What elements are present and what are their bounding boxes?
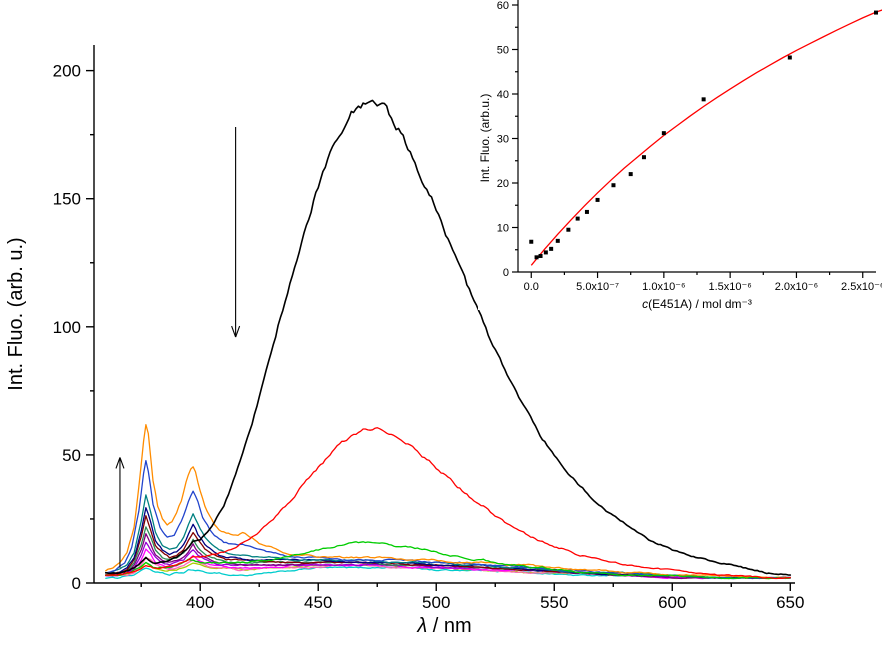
main-x-tick-label: 450 bbox=[304, 593, 332, 612]
inset-tick-labels: 0.0 5.0x10⁻⁷ 1.0x10⁻⁶ 1.5x10⁻⁶ 2.0x10⁻⁶ 2.5x1… bbox=[497, 0, 882, 293]
inset-data-point bbox=[566, 227, 571, 232]
main-y-tick-label: 150 bbox=[53, 190, 81, 209]
inset-plot: 0.0 5.0x10⁻⁷ 1.0x10⁻⁶ 1.5x10⁻⁶ 2.0x10⁻⁶ 2.5x1… bbox=[478, 0, 882, 311]
inset-data-point bbox=[543, 250, 548, 255]
spectrum-black bbox=[105, 99, 792, 576]
main-plot bbox=[105, 99, 792, 580]
inset-y-tick-label: 0 bbox=[503, 267, 509, 279]
inset-axes bbox=[512, 0, 876, 278]
main-x-tick-label: 650 bbox=[776, 593, 804, 612]
inset-data-point bbox=[641, 155, 646, 160]
main-y-tick-label: 50 bbox=[62, 446, 81, 465]
inset-y-tick-label: 50 bbox=[497, 45, 509, 57]
main-y-tick-label: 100 bbox=[53, 318, 81, 337]
inset-x-tick-label: 0.0 bbox=[524, 281, 539, 293]
inset-data-point bbox=[628, 172, 633, 177]
inset-data-point bbox=[661, 131, 666, 136]
inset-x-axis-title: c(E451A) / mol dm⁻³ bbox=[642, 297, 752, 311]
spectrum-seagreen bbox=[105, 526, 791, 580]
inset-background bbox=[478, 0, 882, 310]
main-x-tick-label: 500 bbox=[422, 593, 450, 612]
inset-data-point bbox=[549, 246, 554, 251]
spectrum-green bbox=[105, 541, 791, 580]
inset-y-tick-label: 30 bbox=[497, 134, 509, 146]
inset-x-tick-label: 5.0x10⁻⁷ bbox=[576, 281, 619, 293]
inset-data-point bbox=[575, 216, 580, 221]
inset-y-tick-label: 60 bbox=[497, 0, 509, 12]
inset-data-point bbox=[787, 55, 792, 60]
inset-fit-curve bbox=[530, 9, 882, 266]
arrow-down bbox=[231, 126, 241, 338]
main-x-tick-label: 400 bbox=[186, 593, 214, 612]
inset-data-point bbox=[595, 197, 600, 202]
inset-data-point bbox=[534, 255, 539, 260]
arrow-up bbox=[115, 457, 125, 568]
inset-data-point bbox=[611, 183, 616, 188]
inset-data-point bbox=[555, 238, 560, 243]
main-x-tick-label: 600 bbox=[658, 593, 686, 612]
inset-data-point bbox=[584, 209, 589, 214]
main-x-tick-label: 550 bbox=[540, 593, 568, 612]
main-y-axis-title: Int. Fluo. (arb. u.) bbox=[5, 237, 27, 390]
inset-x-tick-label: 1.0x10⁻⁶ bbox=[642, 281, 685, 293]
inset-data-point bbox=[874, 10, 878, 15]
inset-x-tick-label: 2.0x10⁻⁶ bbox=[775, 281, 818, 293]
inset-y-tick-label: 40 bbox=[497, 89, 509, 101]
main-x-axis-title: λ / nm bbox=[416, 615, 471, 637]
inset-data-point bbox=[538, 253, 543, 258]
inset-y-tick-label: 10 bbox=[497, 223, 509, 235]
inset-y-axis-title: Int. Fluo. (arb.u.) bbox=[478, 94, 492, 183]
main-y-tick-label: 200 bbox=[53, 62, 81, 81]
inset-x-tick-label: 1.5x10⁻⁶ bbox=[708, 281, 751, 293]
inset-data-point bbox=[701, 97, 706, 102]
inset-y-tick-label: 20 bbox=[497, 178, 509, 190]
inset-data-point bbox=[529, 239, 534, 244]
main-axes bbox=[86, 45, 795, 591]
inset-x-tick-label: 2.5x10⁻⁶ bbox=[841, 281, 882, 293]
main-y-tick-label: 0 bbox=[72, 574, 81, 593]
spectrum-red bbox=[105, 427, 791, 580]
